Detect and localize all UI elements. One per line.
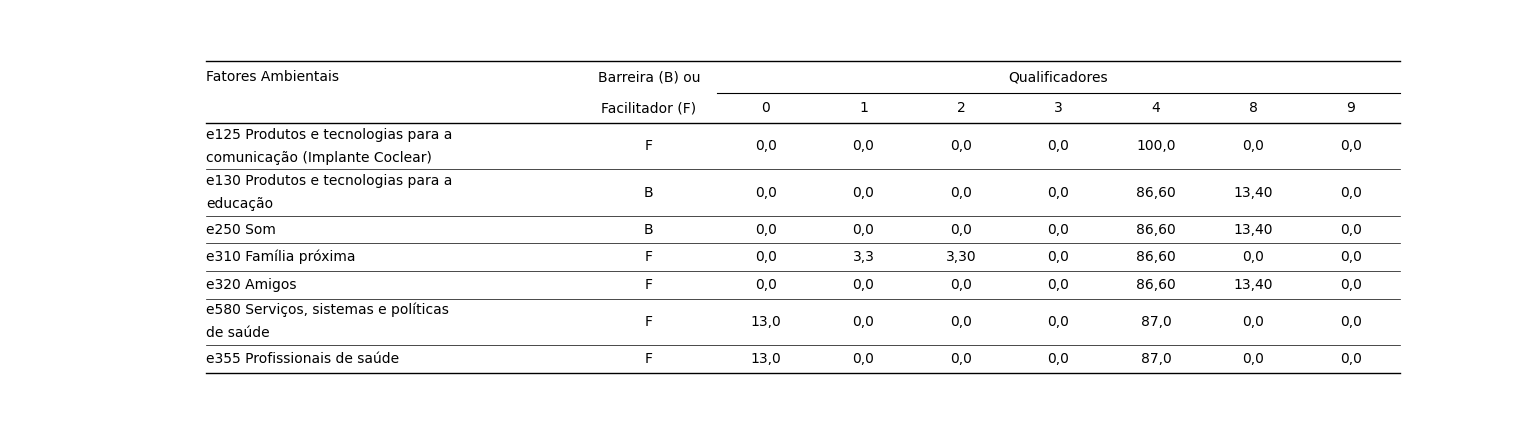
Text: 0,0: 0,0 xyxy=(853,352,874,366)
Text: 0,0: 0,0 xyxy=(1048,186,1069,199)
Text: 0,0: 0,0 xyxy=(1048,352,1069,366)
Text: 0,0: 0,0 xyxy=(950,139,973,153)
Text: 87,0: 87,0 xyxy=(1141,315,1172,329)
Text: F: F xyxy=(644,139,653,153)
Text: 0,0: 0,0 xyxy=(853,186,874,199)
Text: e310 Família próxima: e310 Família próxima xyxy=(206,250,356,265)
Text: 0,0: 0,0 xyxy=(1243,315,1264,329)
Text: 0,0: 0,0 xyxy=(1048,139,1069,153)
Text: e130 Produtos e tecnologias para a: e130 Produtos e tecnologias para a xyxy=(206,174,453,188)
Text: F: F xyxy=(644,250,653,264)
Text: 0,0: 0,0 xyxy=(1048,222,1069,236)
Text: 0,0: 0,0 xyxy=(1243,139,1264,153)
Text: 0,0: 0,0 xyxy=(1339,278,1362,292)
Text: 0,0: 0,0 xyxy=(755,139,776,153)
Text: 8: 8 xyxy=(1249,101,1258,115)
Text: 0: 0 xyxy=(761,101,770,115)
Text: 3: 3 xyxy=(1054,101,1063,115)
Text: 100,0: 100,0 xyxy=(1137,139,1175,153)
Text: 0,0: 0,0 xyxy=(755,278,776,292)
Text: 0,0: 0,0 xyxy=(1339,186,1362,199)
Text: de saúde: de saúde xyxy=(206,326,270,340)
Text: 0,0: 0,0 xyxy=(1048,250,1069,264)
Text: 0,0: 0,0 xyxy=(1339,250,1362,264)
Text: 0,0: 0,0 xyxy=(950,278,973,292)
Text: 86,60: 86,60 xyxy=(1137,250,1175,264)
Text: 0,0: 0,0 xyxy=(853,222,874,236)
Text: 1: 1 xyxy=(859,101,868,115)
Text: Fatores Ambientais: Fatores Ambientais xyxy=(206,70,339,84)
Text: B: B xyxy=(644,222,653,236)
Text: 0,0: 0,0 xyxy=(950,352,973,366)
Text: Qualificadores: Qualificadores xyxy=(1009,70,1108,84)
Text: 87,0: 87,0 xyxy=(1141,352,1172,366)
Text: 0,0: 0,0 xyxy=(755,250,776,264)
Text: 86,60: 86,60 xyxy=(1137,222,1175,236)
Text: 0,0: 0,0 xyxy=(1339,222,1362,236)
Text: educação: educação xyxy=(206,197,273,211)
Text: e355 Profissionais de saúde: e355 Profissionais de saúde xyxy=(206,352,399,366)
Text: 86,60: 86,60 xyxy=(1137,278,1175,292)
Text: 13,0: 13,0 xyxy=(750,352,781,366)
Text: 0,0: 0,0 xyxy=(950,222,973,236)
Text: F: F xyxy=(644,352,653,366)
Text: 4: 4 xyxy=(1152,101,1160,115)
Text: Barreira (B) ou: Barreira (B) ou xyxy=(598,70,700,84)
Text: comunicação (Implante Coclear): comunicação (Implante Coclear) xyxy=(206,151,433,165)
Text: 0,0: 0,0 xyxy=(1339,352,1362,366)
Text: 13,0: 13,0 xyxy=(750,315,781,329)
Text: 3,3: 3,3 xyxy=(853,250,874,264)
Text: 0,0: 0,0 xyxy=(755,186,776,199)
Text: 13,40: 13,40 xyxy=(1233,222,1273,236)
Text: e125 Produtos e tecnologias para a: e125 Produtos e tecnologias para a xyxy=(206,127,453,141)
Text: 2: 2 xyxy=(957,101,965,115)
Text: 0,0: 0,0 xyxy=(1243,250,1264,264)
Text: 0,0: 0,0 xyxy=(950,315,973,329)
Text: 0,0: 0,0 xyxy=(1048,315,1069,329)
Text: e580 Serviços, sistemas e políticas: e580 Serviços, sistemas e políticas xyxy=(206,303,449,317)
Text: 86,60: 86,60 xyxy=(1137,186,1175,199)
Text: e320 Amigos: e320 Amigos xyxy=(206,278,296,292)
Text: 0,0: 0,0 xyxy=(1048,278,1069,292)
Text: 0,0: 0,0 xyxy=(1339,139,1362,153)
Text: 0,0: 0,0 xyxy=(1339,315,1362,329)
Text: 0,0: 0,0 xyxy=(853,315,874,329)
Text: 3,30: 3,30 xyxy=(945,250,976,264)
Text: F: F xyxy=(644,315,653,329)
Text: 0,0: 0,0 xyxy=(1243,352,1264,366)
Text: 9: 9 xyxy=(1347,101,1356,115)
Text: 13,40: 13,40 xyxy=(1233,278,1273,292)
Text: 0,0: 0,0 xyxy=(950,186,973,199)
Text: 0,0: 0,0 xyxy=(755,222,776,236)
Text: B: B xyxy=(644,186,653,199)
Text: Facilitador (F): Facilitador (F) xyxy=(601,101,696,115)
Text: e250 Som: e250 Som xyxy=(206,222,276,236)
Text: 0,0: 0,0 xyxy=(853,139,874,153)
Text: 13,40: 13,40 xyxy=(1233,186,1273,199)
Text: 0,0: 0,0 xyxy=(853,278,874,292)
Text: F: F xyxy=(644,278,653,292)
